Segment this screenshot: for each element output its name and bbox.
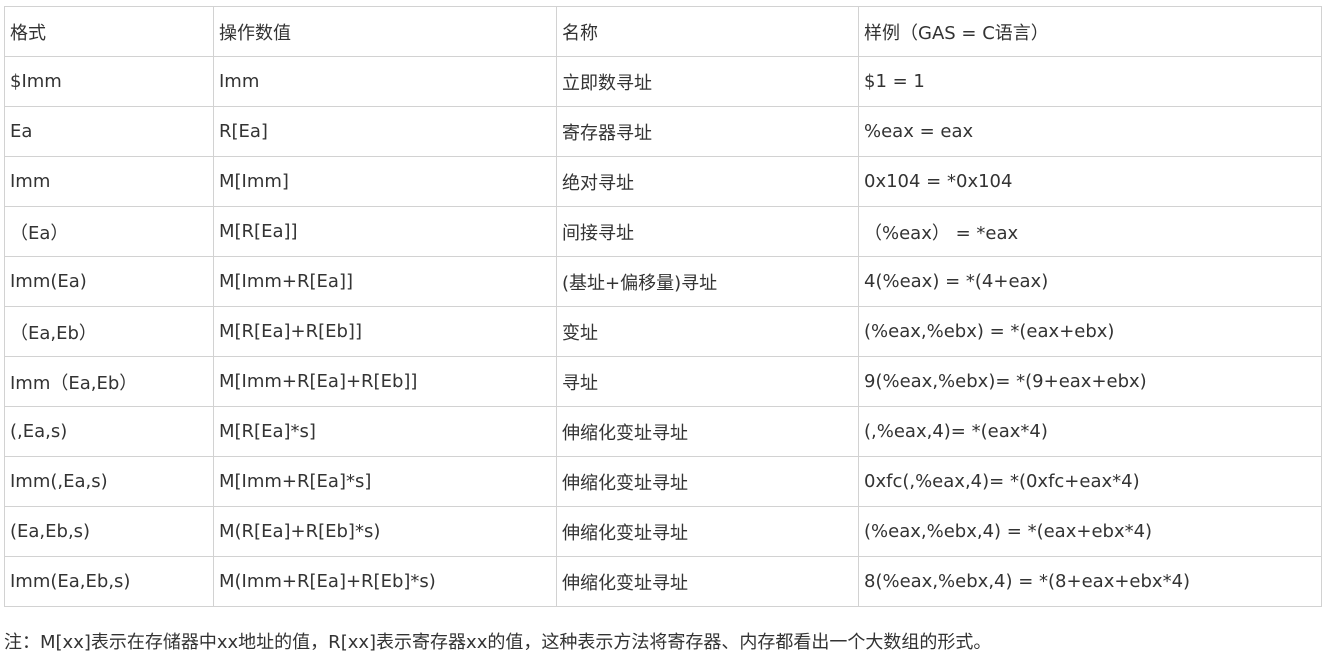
cell-operand-value: M[R[Ea]] xyxy=(213,206,557,257)
addressing-modes-table-wrapper: 格式 操作数值 名称 样例（GAS = C语言） $Imm Imm 立即数寻址 $1 … xyxy=(4,6,1322,607)
cell-operand-value: R[Ea] xyxy=(213,106,557,157)
cell-example: （%eax） = *eax xyxy=(858,206,1322,257)
cell-operand-value: M(R[Ea]+R[Eb]*s) xyxy=(213,506,557,557)
table-row: Imm(,Ea,s) M[Imm+R[Ea]*s] 伸缩化变址寻址 0xfc(,%ea… xyxy=(4,456,1322,507)
cell-format: Imm(Ea) xyxy=(4,256,214,307)
cell-example: 9(%eax,%ebx)= *(9+eax+ebx) xyxy=(858,356,1322,407)
table-row: （Ea） M[R[Ea]] 间接寻址 （%eax） = *eax xyxy=(4,206,1322,257)
footnote: 注：M[xx]表示在存储器中xx地址的值，R[xx]表示寄存器xx的值，这种表示… xyxy=(4,632,992,653)
cell-format: (,Ea,s) xyxy=(4,406,214,457)
cell-format: Imm xyxy=(4,156,214,207)
table-row: (Ea,Eb,s) M(R[Ea]+R[Eb]*s) 伸缩化变址寻址 (%eax,%e… xyxy=(4,506,1322,557)
cell-name: 寄存器寻址 xyxy=(556,106,859,157)
cell-example: %eax = eax xyxy=(858,106,1322,157)
cell-name: 立即数寻址 xyxy=(556,56,859,107)
header-name: 名称 xyxy=(556,6,859,57)
cell-name: 绝对寻址 xyxy=(556,156,859,207)
cell-example: 4(%eax) = *(4+eax) xyxy=(858,256,1322,307)
table-row: Imm M[Imm] 绝对寻址 0x104 = *0x104 xyxy=(4,156,1322,207)
table-row: Imm(Ea,Eb,s) M(Imm+R[Ea]+R[Eb]*s) 伸缩化变址寻址 8… xyxy=(4,556,1322,607)
cell-example: 8(%eax,%ebx,4) = *(8+eax+ebx*4) xyxy=(858,556,1322,607)
cell-name: 寻址 xyxy=(556,356,859,407)
cell-name: 变址 xyxy=(556,306,859,357)
cell-name: (基址+偏移量)寻址 xyxy=(556,256,859,307)
addressing-modes-table: 格式 操作数值 名称 样例（GAS = C语言） $Imm Imm 立即数寻址 $1 … xyxy=(4,6,1322,607)
cell-format: Imm(,Ea,s) xyxy=(4,456,214,507)
cell-name: 伸缩化变址寻址 xyxy=(556,406,859,457)
table-row: Imm（Ea,Eb） M[Imm+R[Ea]+R[Eb]] 寻址 9(%eax,%eb… xyxy=(4,356,1322,407)
cell-operand-value: M[Imm] xyxy=(213,156,557,207)
cell-format: （Ea） xyxy=(4,206,214,257)
header-format: 格式 xyxy=(4,6,214,57)
cell-operand-value: M[Imm+R[Ea]+R[Eb]] xyxy=(213,356,557,407)
cell-operand-value: M[R[Ea]*s] xyxy=(213,406,557,457)
header-example: 样例（GAS = C语言） xyxy=(858,6,1322,57)
cell-example: $1 = 1 xyxy=(858,56,1322,107)
cell-format: （Ea,Eb） xyxy=(4,306,214,357)
cell-example: (,%eax,4)= *(eax*4) xyxy=(858,406,1322,457)
cell-operand-value: M[Imm+R[Ea]] xyxy=(213,256,557,307)
cell-operand-value: M[Imm+R[Ea]*s] xyxy=(213,456,557,507)
cell-format: (Ea,Eb,s) xyxy=(4,506,214,557)
cell-format: Imm(Ea,Eb,s) xyxy=(4,556,214,607)
cell-operand-value: M(Imm+R[Ea]+R[Eb]*s) xyxy=(213,556,557,607)
header-operand-value: 操作数值 xyxy=(213,6,557,57)
cell-name: 间接寻址 xyxy=(556,206,859,257)
cell-example: 0xfc(,%eax,4)= *(0xfc+eax*4) xyxy=(858,456,1322,507)
cell-operand-value: Imm xyxy=(213,56,557,107)
cell-operand-value: M[R[Ea]+R[Eb]] xyxy=(213,306,557,357)
cell-name: 伸缩化变址寻址 xyxy=(556,556,859,607)
table-row: （Ea,Eb） M[R[Ea]+R[Eb]] 变址 (%eax,%ebx) = *(e… xyxy=(4,306,1322,357)
cell-example: (%eax,%ebx) = *(eax+ebx) xyxy=(858,306,1322,357)
cell-format: Imm（Ea,Eb） xyxy=(4,356,214,407)
table-body: 格式 操作数值 名称 样例（GAS = C语言） $Imm Imm 立即数寻址 $1 … xyxy=(4,6,1322,607)
cell-format: Ea xyxy=(4,106,214,157)
table-row: Ea R[Ea] 寄存器寻址 %eax = eax xyxy=(4,106,1322,157)
table-header-row: 格式 操作数值 名称 样例（GAS = C语言） xyxy=(4,6,1322,57)
cell-name: 伸缩化变址寻址 xyxy=(556,506,859,557)
cell-name: 伸缩化变址寻址 xyxy=(556,456,859,507)
table-row: Imm(Ea) M[Imm+R[Ea]] (基址+偏移量)寻址 4(%eax) = *… xyxy=(4,256,1322,307)
cell-example: (%eax,%ebx,4) = *(eax+ebx*4) xyxy=(858,506,1322,557)
cell-format: $Imm xyxy=(4,56,214,107)
cell-example: 0x104 = *0x104 xyxy=(858,156,1322,207)
table-row: (,Ea,s) M[R[Ea]*s] 伸缩化变址寻址 (,%eax,4)= *(eax… xyxy=(4,406,1322,457)
table-row: $Imm Imm 立即数寻址 $1 = 1 xyxy=(4,56,1322,107)
